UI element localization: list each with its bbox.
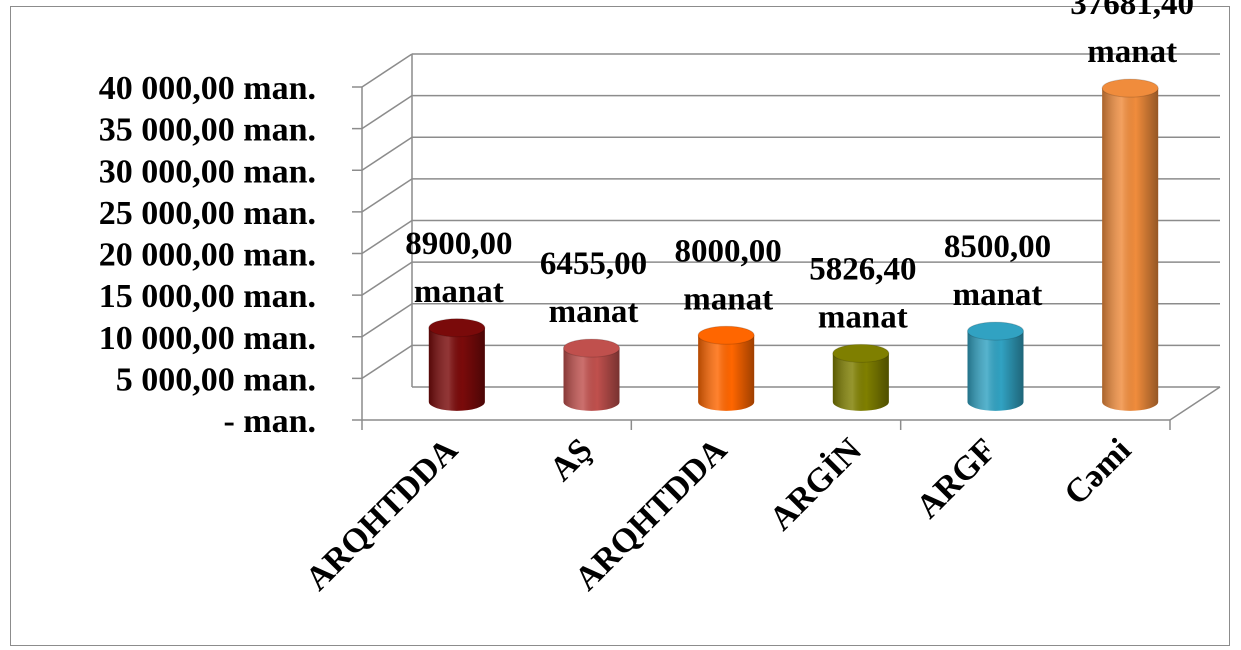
y-tick-label: 30 000,00 man. bbox=[99, 153, 316, 190]
bar-shading bbox=[428, 327, 485, 411]
data-label: 8500,00 manat bbox=[944, 229, 1051, 313]
gridline-wall bbox=[361, 303, 413, 338]
data-label: 8900,00 manat bbox=[405, 226, 512, 310]
bar-shading bbox=[967, 331, 1024, 411]
chart-frame bbox=[10, 6, 1230, 646]
bar-top bbox=[967, 321, 1024, 341]
gridline-wall bbox=[361, 344, 413, 380]
axes bbox=[352, 54, 1221, 430]
bar-top bbox=[1101, 78, 1159, 98]
x-tick-label: Cəmi bbox=[1057, 431, 1138, 512]
gridline-wall bbox=[361, 136, 413, 171]
bar-shading bbox=[832, 353, 889, 411]
y-tick-label: 15 000,00 man. bbox=[99, 278, 316, 315]
data-label: 6455,00 manat bbox=[540, 246, 647, 330]
y-tick-label: 5 000,00 man. bbox=[116, 361, 316, 398]
gridline-wall bbox=[361, 94, 413, 130]
bar-top bbox=[563, 338, 620, 358]
x-tick-label: ARGİN bbox=[762, 430, 869, 537]
y-tick-label: 10 000,00 man. bbox=[99, 320, 316, 357]
bar bbox=[1101, 78, 1159, 411]
x-tick-label: AŞ bbox=[543, 431, 600, 488]
y-tick-label: 40 000,00 man. bbox=[99, 70, 316, 107]
bar-shading bbox=[563, 348, 620, 411]
gridline-wall bbox=[361, 178, 413, 213]
gridline-wall bbox=[361, 219, 413, 255]
gridline-wall bbox=[361, 261, 413, 296]
bars bbox=[428, 78, 1159, 411]
bar bbox=[563, 338, 620, 411]
y-tick-label: 25 000,00 man. bbox=[99, 195, 316, 232]
y-tick-label: - man. bbox=[223, 403, 316, 440]
data-label: 8000,00 manat bbox=[675, 233, 782, 317]
bar bbox=[832, 343, 890, 411]
floor-edge bbox=[1169, 386, 1221, 421]
bar-top bbox=[697, 325, 755, 345]
x-tick-label: ARGF bbox=[909, 431, 1003, 525]
bar bbox=[967, 321, 1024, 411]
data-label: 5826,40 manat bbox=[809, 251, 916, 335]
bar bbox=[697, 325, 755, 411]
y-tick-labels: - man. 5 000,00 man. 10 000,00 man. 15 000,… bbox=[99, 70, 316, 440]
gridlines bbox=[361, 53, 1220, 388]
bar-shading bbox=[698, 335, 755, 411]
data-labels: 8900,00 manat 6455,00 manat 8000,00 manat 5826… bbox=[405, 0, 1194, 335]
bar-shading bbox=[1102, 88, 1159, 411]
bar-top bbox=[428, 318, 486, 338]
gridline-wall bbox=[361, 53, 413, 88]
data-label: 37681,40 manat bbox=[1070, 0, 1194, 70]
y-tick-label: 35 000,00 man. bbox=[99, 112, 316, 149]
bar bbox=[428, 318, 486, 411]
bar-top bbox=[832, 343, 890, 363]
y-tick-label: 20 000,00 man. bbox=[99, 237, 316, 274]
x-tick-label: ARQHTDDA bbox=[299, 431, 466, 598]
